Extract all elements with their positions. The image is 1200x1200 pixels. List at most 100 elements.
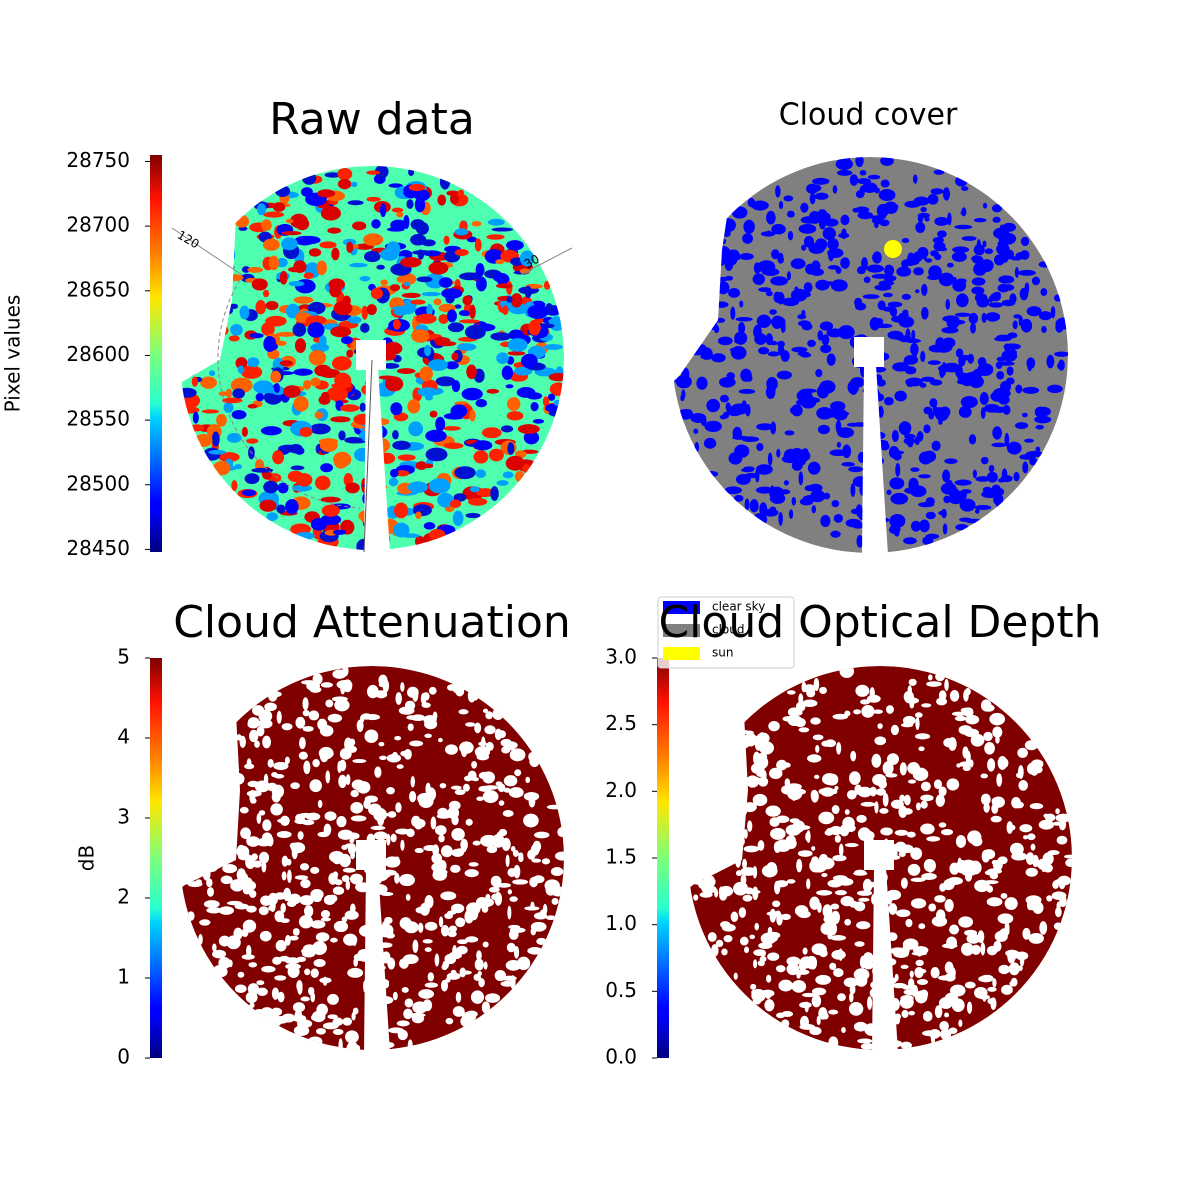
sky-texture <box>973 218 987 223</box>
sky-texture <box>849 174 859 186</box>
sky-texture <box>194 434 213 448</box>
sky-texture <box>273 761 289 771</box>
sky-texture <box>844 918 852 926</box>
sky-texture <box>904 433 916 439</box>
sky-texture <box>450 499 462 508</box>
sky-texture <box>506 397 521 411</box>
sky-texture <box>721 923 736 932</box>
sky-texture <box>900 995 914 1002</box>
sky-texture <box>911 951 927 956</box>
sky-texture <box>1000 893 1008 899</box>
sky-texture <box>1024 740 1039 751</box>
sky-texture <box>755 486 774 494</box>
sky-texture <box>941 943 958 949</box>
sky-texture <box>767 351 780 357</box>
sky-texture <box>880 827 893 836</box>
sky-texture <box>494 892 503 906</box>
sky-texture <box>900 877 908 889</box>
sky-texture <box>923 424 931 434</box>
sky-texture <box>309 779 322 793</box>
sky-texture <box>877 723 883 729</box>
sky-texture <box>905 918 913 928</box>
colorbar-tick-label: 0.5 <box>605 978 637 1002</box>
sky-texture <box>980 456 989 465</box>
sky-texture <box>438 916 444 928</box>
sky-texture <box>890 724 899 736</box>
sky-texture <box>438 277 453 288</box>
sky-texture <box>191 376 199 387</box>
sky-texture <box>872 252 882 264</box>
sky-texture <box>459 741 474 754</box>
sky-texture <box>428 359 448 371</box>
sky-texture <box>431 852 443 864</box>
sky-texture <box>294 1009 303 1022</box>
sky-texture <box>797 910 811 919</box>
sky-texture <box>812 734 824 741</box>
sky-texture <box>888 446 900 459</box>
sky-texture <box>464 324 486 340</box>
sky-texture <box>805 263 817 275</box>
sky-texture <box>832 185 838 194</box>
sky-texture <box>853 709 862 715</box>
sky-texture <box>218 935 231 947</box>
sky-texture <box>237 971 245 978</box>
sky-texture <box>724 275 734 281</box>
sky-texture <box>907 762 920 775</box>
sky-texture <box>256 987 268 996</box>
sky-texture <box>764 999 775 1012</box>
sky-texture <box>925 533 940 539</box>
sky-texture <box>772 900 781 908</box>
sky-texture <box>832 875 848 882</box>
sky-texture <box>241 954 255 960</box>
sky-texture <box>350 815 367 822</box>
sky-texture <box>509 896 518 902</box>
sky-texture <box>342 867 356 873</box>
sky-texture <box>303 760 311 775</box>
sky-texture <box>952 246 970 253</box>
sky-texture <box>717 336 733 346</box>
sky-texture <box>212 949 227 959</box>
sky-texture <box>822 773 837 786</box>
sky-texture <box>920 794 934 802</box>
sky-texture <box>200 376 217 389</box>
sky-texture <box>298 235 321 245</box>
sky-texture <box>1054 907 1062 918</box>
sky-texture <box>509 748 526 762</box>
sky-texture <box>275 331 296 337</box>
sky-texture <box>518 852 524 858</box>
sky-texture <box>1013 471 1020 482</box>
sky-texture <box>711 353 726 363</box>
sky-texture <box>886 489 892 495</box>
sky-texture <box>883 275 897 282</box>
sky-texture <box>910 467 920 472</box>
sky-texture <box>222 863 238 874</box>
sky-texture <box>835 266 842 274</box>
colorbar <box>657 658 669 1058</box>
sky-texture <box>363 799 371 809</box>
sky-texture <box>523 791 540 801</box>
sky-texture <box>392 319 401 330</box>
sky-texture <box>810 862 827 873</box>
sky-texture <box>471 220 482 227</box>
sky-texture <box>920 350 926 363</box>
sky-texture <box>831 788 838 795</box>
sky-texture <box>271 772 278 778</box>
sky-texture <box>505 455 525 471</box>
sky-texture <box>473 973 482 981</box>
sky-texture <box>916 979 929 985</box>
sky-texture <box>894 841 907 853</box>
sky-texture <box>925 258 933 263</box>
sky-texture <box>807 461 821 475</box>
sky-texture <box>766 974 772 983</box>
sky-texture <box>320 917 331 922</box>
sky-texture <box>551 897 559 905</box>
sky-texture <box>410 299 426 305</box>
sky-texture <box>314 411 324 419</box>
sky-texture <box>211 431 220 447</box>
sky-texture <box>218 391 228 397</box>
sky-texture <box>333 454 349 469</box>
sky-texture <box>321 391 330 401</box>
sky-texture <box>1025 852 1035 865</box>
sky-texture <box>481 736 486 749</box>
